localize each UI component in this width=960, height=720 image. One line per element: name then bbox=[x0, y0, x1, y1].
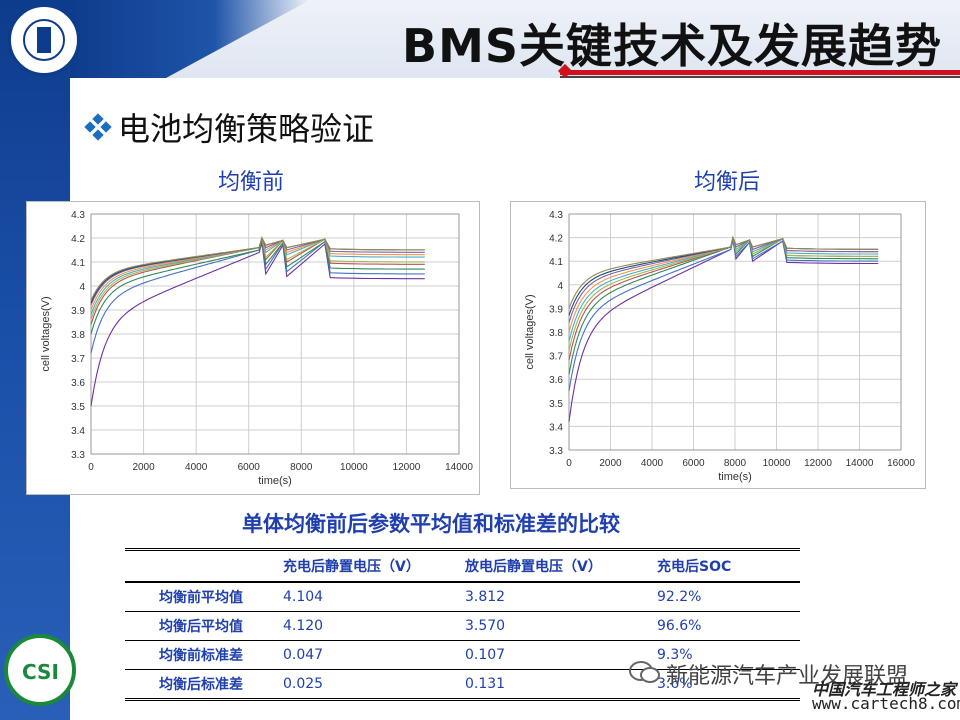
table-header-cell: 充电后SOC bbox=[657, 559, 732, 575]
table-row-label: 均衡后平均值 bbox=[125, 611, 277, 641]
x-tick-label: 14000 bbox=[445, 462, 473, 473]
x-tick-label: 8000 bbox=[724, 458, 747, 469]
table-cell: 3.6% bbox=[651, 669, 800, 701]
table-cell: 0.131 bbox=[459, 669, 651, 701]
table-cell: 4.104 bbox=[277, 582, 459, 612]
y-tick-label: 4.3 bbox=[71, 210, 85, 221]
x-tick-label: 2000 bbox=[599, 458, 622, 469]
csi-logo: CSI bbox=[4, 634, 76, 706]
y-tick-label: 4.1 bbox=[549, 257, 563, 268]
university-logo bbox=[8, 4, 80, 76]
x-tick-label: 0 bbox=[566, 458, 572, 469]
x-axis-label: time(s) bbox=[718, 471, 752, 483]
table-row-label: 均衡前标准差 bbox=[125, 640, 277, 670]
y-tick-label: 3.9 bbox=[549, 304, 563, 315]
y-axis-label: cell voltages(V) bbox=[40, 296, 52, 371]
x-tick-label: 6000 bbox=[238, 462, 261, 473]
table-row: 均衡后平均值 4.120 3.570 96.6% bbox=[125, 611, 800, 641]
table-cell: 0.047 bbox=[277, 640, 459, 670]
y-tick-label: 3.8 bbox=[549, 328, 563, 339]
y-tick-label: 3.5 bbox=[71, 402, 85, 413]
y-tick-label: 3.6 bbox=[71, 378, 85, 389]
logo-ring bbox=[23, 19, 65, 61]
series-line-8 bbox=[568, 235, 879, 323]
table-header-cell bbox=[125, 550, 277, 583]
y-tick-label: 3.9 bbox=[71, 306, 85, 317]
y-tick-label: 3.7 bbox=[71, 354, 85, 365]
y-tick-label: 3.4 bbox=[71, 426, 85, 437]
table-row: 均衡前平均值 4.104 3.812 92.2% bbox=[125, 582, 800, 612]
table-header-cell: 放电后静置电压（V） bbox=[465, 559, 602, 575]
watermark-text: 新能源汽车产业发展联盟 bbox=[666, 664, 909, 689]
y-tick-label: 4.2 bbox=[549, 234, 563, 245]
chart-caption-after: 均衡后 bbox=[694, 170, 761, 195]
diamond-bullet-icon bbox=[84, 113, 112, 141]
series-line-3 bbox=[568, 237, 879, 375]
table-header-cell: 充电后静置电压（V） bbox=[283, 559, 420, 575]
table-cell: 96.6% bbox=[651, 611, 800, 641]
y-tick-label: 3.5 bbox=[549, 399, 563, 410]
y-tick-label: 4 bbox=[557, 281, 563, 292]
chart-before-panel: 0 2000 4000 6000 8000 10000 12000 14000 3.3 3.4 3.… bbox=[26, 201, 480, 495]
x-tick-label: 12000 bbox=[393, 462, 421, 473]
y-tick-label: 4 bbox=[79, 282, 85, 293]
x-tick-label: 10000 bbox=[340, 462, 368, 473]
x-axis-label: time(s) bbox=[258, 475, 292, 487]
section-title: 电池均衡策略验证 bbox=[118, 110, 375, 148]
series-line-4 bbox=[90, 237, 425, 325]
series-line-5 bbox=[568, 237, 879, 352]
section-heading: 电池均衡策略验证 bbox=[84, 104, 375, 150]
table-cell: 0.025 bbox=[277, 669, 459, 701]
logo-tower-icon bbox=[37, 27, 51, 53]
site-url: www.cartech8.com bbox=[812, 694, 960, 713]
table-row: 均衡前标准差 0.047 0.107 9.3% bbox=[125, 640, 800, 670]
series-line-10 bbox=[568, 235, 879, 309]
x-tick-label: 2000 bbox=[132, 462, 155, 473]
x-tick-label: 14000 bbox=[846, 458, 874, 469]
y-tick-label: 3.8 bbox=[71, 330, 85, 341]
y-tick-label: 4.1 bbox=[71, 258, 85, 269]
chart-after: 0 2000 4000 6000 8000 10000 12000 14000 16000 3.3… bbox=[524, 210, 915, 483]
series-line-10 bbox=[90, 236, 425, 301]
x-tick-label: 4000 bbox=[641, 458, 664, 469]
y-tick-label: 3.4 bbox=[549, 422, 563, 433]
wechat-icon bbox=[629, 661, 660, 683]
title-rule-dark bbox=[560, 76, 960, 78]
y-tick-label: 4.2 bbox=[71, 234, 85, 245]
table-title: 单体均衡前后参数平均值和标准差的比较 bbox=[242, 512, 620, 536]
y-tick-label: 3.6 bbox=[549, 375, 563, 386]
x-tick-label: 6000 bbox=[682, 458, 705, 469]
x-tick-label: 16000 bbox=[887, 458, 915, 469]
slide-title: BMS关键技术及发展趋势 bbox=[402, 19, 942, 73]
table-row: 均衡后标准差 0.025 0.131 3.6% bbox=[125, 669, 800, 701]
x-tick-label: 10000 bbox=[763, 458, 791, 469]
table-cell: 3.570 bbox=[459, 611, 651, 641]
table-cell: 3.812 bbox=[459, 582, 651, 612]
table-cell: 4.120 bbox=[277, 611, 459, 641]
y-tick-label: 4.3 bbox=[549, 210, 563, 221]
chart-caption-before: 均衡前 bbox=[218, 170, 285, 195]
title-rule-red bbox=[560, 70, 960, 75]
x-tick-label: 12000 bbox=[804, 458, 832, 469]
y-tick-label: 3.3 bbox=[71, 450, 85, 461]
table-cell: 9.3% bbox=[651, 640, 800, 670]
x-tick-label: 8000 bbox=[290, 462, 313, 473]
chart-before: 0 2000 4000 6000 8000 10000 12000 14000 3.3 3.4 3.… bbox=[40, 210, 473, 487]
y-tick-label: 3.7 bbox=[549, 352, 563, 363]
y-axis-label: cell voltages(V) bbox=[524, 294, 536, 369]
series-line-2 bbox=[568, 239, 879, 392]
comparison-table: 充电后静置电压（V） 放电后静置电压（V） 充电后SOC 均衡前平均值 4.10… bbox=[125, 548, 800, 701]
csi-logo-text: CSI bbox=[22, 660, 59, 684]
table-header-row: 充电后静置电压（V） 放电后静置电压（V） 充电后SOC bbox=[125, 549, 800, 583]
y-tick-label: 3.3 bbox=[549, 446, 563, 457]
table-row-label: 均衡前平均值 bbox=[125, 582, 277, 612]
x-tick-label: 0 bbox=[88, 462, 94, 473]
chart-after-panel: 0 2000 4000 6000 8000 10000 12000 14000 16000 3.3… bbox=[510, 201, 926, 489]
table-cell: 92.2% bbox=[651, 582, 800, 612]
table-row-label: 均衡后标准差 bbox=[125, 669, 277, 701]
site-name: 中国汽车工程师之家 bbox=[812, 680, 957, 699]
x-tick-label: 4000 bbox=[185, 462, 208, 473]
table-cell: 0.107 bbox=[459, 640, 651, 670]
